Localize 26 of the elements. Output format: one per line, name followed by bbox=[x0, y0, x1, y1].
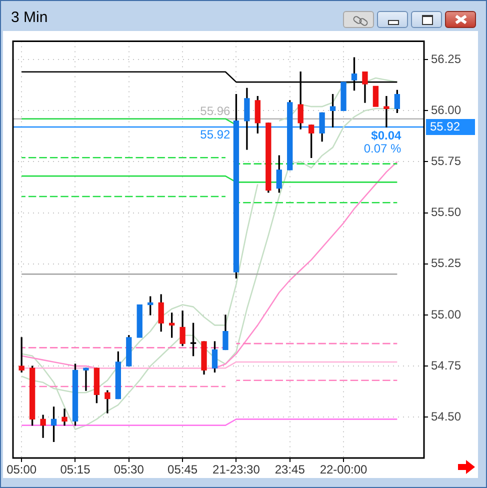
y-tick-label: 55.25 bbox=[431, 256, 462, 270]
x-tick-label: 21-23:30 bbox=[212, 462, 260, 477]
candlestick bbox=[136, 304, 142, 338]
x-tick-label: 05:15 bbox=[60, 462, 91, 477]
y-tick-label: 56.25 bbox=[431, 52, 462, 66]
ref-line-label: 55.92 bbox=[200, 127, 231, 142]
annotation: $0.04 bbox=[371, 128, 402, 142]
x-tick-label: 23:45 bbox=[274, 462, 306, 477]
annotation: 0.07 % bbox=[364, 141, 402, 156]
x-tick-label: 05:00 bbox=[6, 462, 37, 477]
y-tick-label: 56.00 bbox=[431, 102, 462, 117]
x-tick-label: 05:45 bbox=[168, 462, 198, 477]
candlestick bbox=[83, 368, 89, 391]
y-tick-label: 55.00 bbox=[431, 307, 462, 322]
y-tick-label: 54.75 bbox=[431, 358, 462, 372]
ref-line-label: 55.96 bbox=[200, 104, 231, 118]
text: 55.92 bbox=[430, 119, 460, 134]
y-tick-label: 55.50 bbox=[431, 205, 462, 220]
chart-title: 3 Min bbox=[11, 9, 48, 27]
x-tick-label: 22-00:00 bbox=[320, 462, 368, 477]
x-tick-label: 05:30 bbox=[114, 462, 144, 477]
y-tick-label: 55.75 bbox=[431, 154, 462, 168]
candlestick bbox=[384, 96, 390, 128]
y-tick-label: 54.50 bbox=[431, 409, 462, 424]
candlestick bbox=[340, 82, 346, 111]
candlestick bbox=[372, 86, 379, 107]
